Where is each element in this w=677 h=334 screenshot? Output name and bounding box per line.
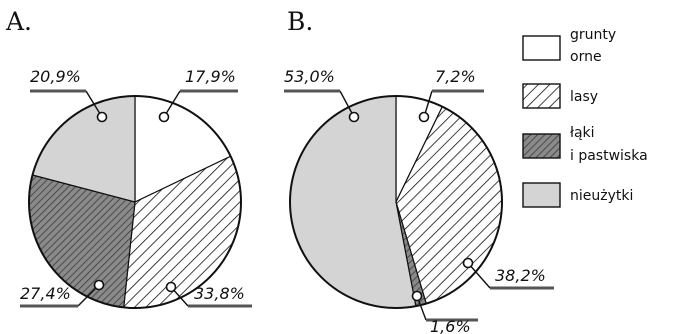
pie-a-label-nieuzytki: 20,9% — [30, 67, 108, 123]
pie-a-dot-nieuzytki — [96, 111, 108, 123]
pie-b-value-label-lasy: 38,2% — [495, 266, 546, 285]
pie-b-dot-nieuzytki — [348, 111, 360, 123]
legend-label-laki-1: łąki — [570, 125, 595, 141]
pie-b-dot-lasy — [462, 257, 474, 269]
pie-b-dot-grunty — [418, 111, 430, 123]
pie-b-outline — [289, 95, 503, 309]
pie-a-value-label-nieuzytki: 20,9% — [30, 67, 81, 86]
legend-label-lasy: lasy — [570, 89, 598, 105]
legend-label-grunty-1: grunty — [570, 27, 616, 43]
legend-swatch-lasy — [522, 83, 561, 109]
legend-item-lasy: lasy — [522, 83, 598, 109]
panel-letter-a: A. — [5, 7, 32, 36]
legend-item-nieuzytki: nieużytki — [522, 182, 633, 208]
pie-b-label-lasy: 38,2% — [462, 257, 554, 290]
pie-a-label-laki: 27,4% — [20, 279, 105, 308]
legend-item-grunty: grunty orne — [522, 27, 616, 65]
pie-b-labels: 7,2% 38,2% 1,6% 53,0% — [284, 67, 554, 334]
legend-item-laki: łąki i pastwiska — [522, 125, 648, 164]
legend: grunty orne lasy łąki i pastwiska nieuży… — [522, 27, 648, 208]
pie-a-outline — [28, 95, 242, 309]
pie-b-label-laki: 1,6% — [411, 290, 478, 334]
pie-a-value-label-laki: 27,4% — [20, 284, 71, 303]
pie-b-value-label-grunty: 7,2% — [435, 67, 476, 86]
pie-a-label-grunty: 17,9% — [158, 67, 238, 123]
pie-a-labels: 17,9% 33,8% 27,4% 20,9% — [20, 67, 252, 308]
pie-b-value-label-nieuzytki: 53,0% — [284, 67, 335, 86]
pie-b-label-grunty: 7,2% — [418, 67, 484, 123]
pie-chart-b: 7,2% 38,2% 1,6% 53,0% — [284, 67, 554, 334]
pie-a-value-label-lasy: 33,8% — [194, 284, 245, 303]
legend-label-nieuzytki: nieużytki — [570, 188, 633, 204]
pie-a-dot-grunty — [158, 111, 170, 123]
panel-letter-b: B. — [287, 7, 313, 36]
legend-label-grunty-2: orne — [570, 49, 602, 65]
pie-b-leader-lasy — [467, 262, 491, 289]
pie-a-dot-lasy — [165, 281, 177, 293]
pie-b-slices — [289, 95, 503, 309]
pie-b-dot-laki — [411, 290, 423, 302]
pie-a-slices — [28, 95, 242, 309]
pie-a-value-label-grunty: 17,9% — [185, 67, 236, 86]
legend-swatch-laki — [522, 133, 561, 159]
pie-b-value-label-laki: 1,6% — [430, 317, 471, 334]
pie-a-label-lasy: 33,8% — [165, 281, 252, 308]
legend-label-laki-2: i pastwiska — [570, 148, 648, 164]
legend-swatch-grunty — [522, 35, 561, 61]
legend-swatch-nieuzytki — [522, 182, 561, 208]
pie-chart-a: 17,9% 33,8% 27,4% 20,9% — [20, 67, 252, 309]
pie-a-dot-laki — [93, 279, 105, 291]
pie-b-label-nieuzytki: 53,0% — [284, 67, 360, 123]
